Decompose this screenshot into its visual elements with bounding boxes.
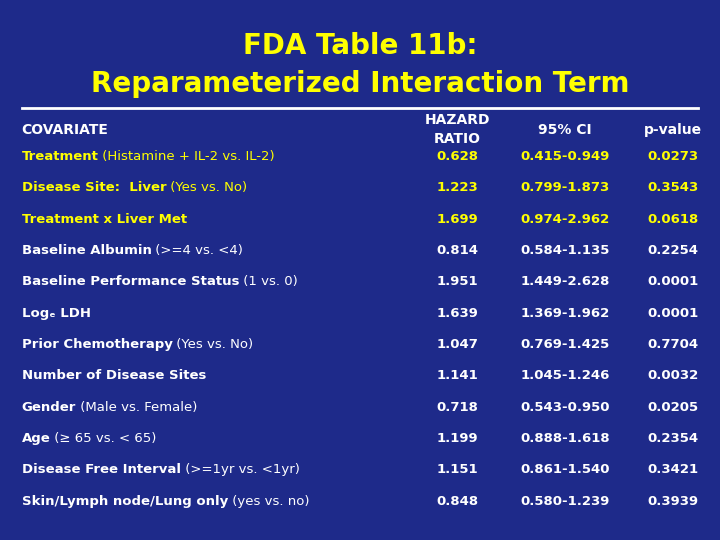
Text: (Yes vs. No): (Yes vs. No) xyxy=(173,338,253,351)
Text: Prior Chemotherapy: Prior Chemotherapy xyxy=(22,338,173,351)
Text: Reparameterized Interaction Term: Reparameterized Interaction Term xyxy=(91,70,629,98)
Text: 1.151: 1.151 xyxy=(436,463,478,476)
Text: HAZARD: HAZARD xyxy=(425,113,490,127)
Text: 1.141: 1.141 xyxy=(436,369,478,382)
Text: 0.2354: 0.2354 xyxy=(647,432,699,445)
Text: 0.3543: 0.3543 xyxy=(647,181,699,194)
Text: 0.848: 0.848 xyxy=(436,495,478,508)
Text: 0.415-0.949: 0.415-0.949 xyxy=(521,150,610,163)
Text: Disease Site:  Liver: Disease Site: Liver xyxy=(22,181,166,194)
Text: 0.861-1.540: 0.861-1.540 xyxy=(521,463,610,476)
Text: 1.699: 1.699 xyxy=(436,213,478,226)
Text: 0.974-2.962: 0.974-2.962 xyxy=(521,213,610,226)
Text: 1.047: 1.047 xyxy=(436,338,478,351)
Text: Baseline Performance Status: Baseline Performance Status xyxy=(22,275,239,288)
Text: 0.3421: 0.3421 xyxy=(647,463,699,476)
Text: Treatment x Liver Met: Treatment x Liver Met xyxy=(22,213,186,226)
Text: 1.045-1.246: 1.045-1.246 xyxy=(521,369,610,382)
Text: RATIO: RATIO xyxy=(433,132,481,146)
Text: 1.449-2.628: 1.449-2.628 xyxy=(521,275,610,288)
Text: 0.0273: 0.0273 xyxy=(647,150,699,163)
Text: (Male vs. Female): (Male vs. Female) xyxy=(76,401,197,414)
Text: 1.223: 1.223 xyxy=(436,181,478,194)
Text: 0.7704: 0.7704 xyxy=(647,338,699,351)
Text: 0.814: 0.814 xyxy=(436,244,478,257)
Text: Skin/Lymph node/Lung only: Skin/Lymph node/Lung only xyxy=(22,495,228,508)
Text: Number of Disease Sites: Number of Disease Sites xyxy=(22,369,206,382)
Text: (>=1yr vs. <1yr): (>=1yr vs. <1yr) xyxy=(181,463,300,476)
Text: 0.0001: 0.0001 xyxy=(647,307,699,320)
Text: (>=4 vs. <4): (>=4 vs. <4) xyxy=(151,244,243,257)
Text: 0.0618: 0.0618 xyxy=(647,213,699,226)
Text: (Histamine + IL-2 vs. IL-2): (Histamine + IL-2 vs. IL-2) xyxy=(99,150,275,163)
Text: 0.769-1.425: 0.769-1.425 xyxy=(521,338,610,351)
Text: p-value: p-value xyxy=(644,123,702,137)
Text: 0.0205: 0.0205 xyxy=(647,401,699,414)
Text: (yes vs. no): (yes vs. no) xyxy=(228,495,310,508)
Text: 0.580-1.239: 0.580-1.239 xyxy=(521,495,610,508)
Text: 0.2254: 0.2254 xyxy=(648,244,698,257)
Text: 0.0032: 0.0032 xyxy=(647,369,699,382)
Text: 1.369-1.962: 1.369-1.962 xyxy=(521,307,610,320)
Text: 95% CI: 95% CI xyxy=(539,123,592,137)
Text: 0.628: 0.628 xyxy=(436,150,478,163)
Text: 0.718: 0.718 xyxy=(436,401,478,414)
Text: 0.543-0.950: 0.543-0.950 xyxy=(521,401,610,414)
Text: 0.3939: 0.3939 xyxy=(647,495,699,508)
Text: (1 vs. 0): (1 vs. 0) xyxy=(239,275,298,288)
Text: 1.639: 1.639 xyxy=(436,307,478,320)
Text: 1.199: 1.199 xyxy=(436,432,478,445)
Text: Baseline Albumin: Baseline Albumin xyxy=(22,244,151,257)
Text: COVARIATE: COVARIATE xyxy=(22,123,109,137)
Text: 0.584-1.135: 0.584-1.135 xyxy=(521,244,610,257)
Text: 0.799-1.873: 0.799-1.873 xyxy=(521,181,610,194)
Text: Logₑ LDH: Logₑ LDH xyxy=(22,307,91,320)
Text: Age: Age xyxy=(22,432,50,445)
Text: Disease Free Interval: Disease Free Interval xyxy=(22,463,181,476)
Text: 1.951: 1.951 xyxy=(436,275,478,288)
Text: 0.0001: 0.0001 xyxy=(647,275,699,288)
Text: (Yes vs. No): (Yes vs. No) xyxy=(166,181,248,194)
Text: (≥ 65 vs. < 65): (≥ 65 vs. < 65) xyxy=(50,432,157,445)
Text: Gender: Gender xyxy=(22,401,76,414)
Text: Treatment: Treatment xyxy=(22,150,99,163)
Text: 0.888-1.618: 0.888-1.618 xyxy=(521,432,610,445)
Text: FDA Table 11b:: FDA Table 11b: xyxy=(243,32,477,60)
